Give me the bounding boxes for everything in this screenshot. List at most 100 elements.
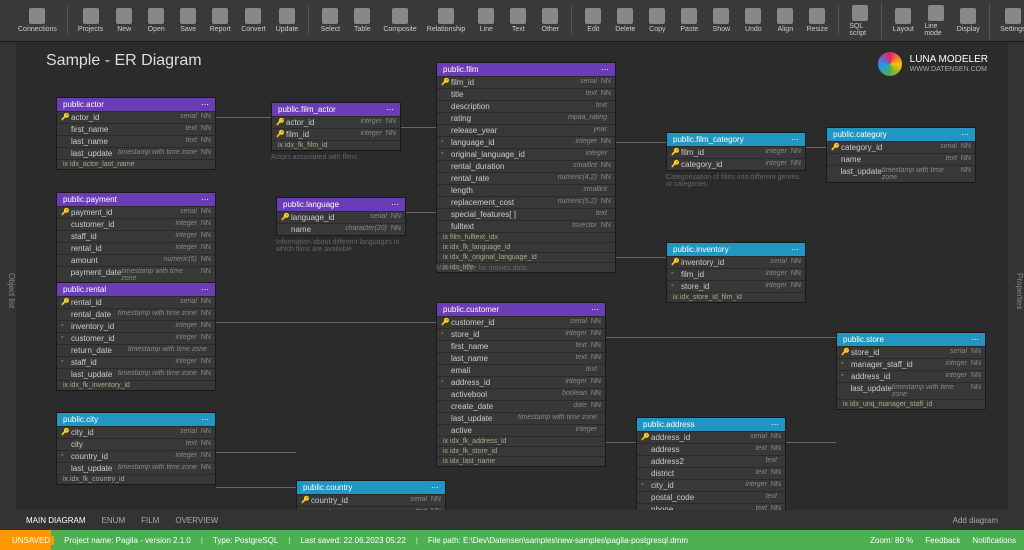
toolbar-update[interactable]: Update bbox=[272, 6, 303, 35]
toolbar-show[interactable]: Show bbox=[706, 6, 736, 35]
entity-film_actor[interactable]: public.film_actor⋯🔑actor_idintegerNN🔑fil… bbox=[271, 102, 401, 151]
toolbar-relationship[interactable]: Relationship bbox=[423, 6, 470, 35]
entity-column[interactable]: ◦original_language_idinteger bbox=[437, 148, 615, 160]
entity-column[interactable]: return_datetimestamp with time zone bbox=[57, 344, 215, 356]
entity-column[interactable]: 🔑rental_idserialNN bbox=[57, 296, 215, 308]
toolbar-select[interactable]: Select bbox=[315, 6, 345, 35]
entity-menu-icon[interactable]: ⋯ bbox=[386, 105, 394, 114]
entity-header[interactable]: public.city⋯ bbox=[57, 413, 215, 426]
entity-column[interactable]: 🔑customer_idserialNN bbox=[437, 316, 605, 328]
entity-column[interactable]: last_updatetimestamp with time zoneNN bbox=[57, 462, 215, 474]
canvas[interactable]: Sample - ER Diagram LUNA MODELER WWW.DAT… bbox=[16, 42, 1008, 510]
entity-column[interactable]: lengthsmallint bbox=[437, 184, 615, 196]
entity-column[interactable]: customer_idintegerNN bbox=[57, 218, 215, 230]
entity-column[interactable]: activeboolbooleanNN bbox=[437, 388, 605, 400]
tab-main-diagram[interactable]: MAIN DIAGRAM bbox=[26, 516, 86, 525]
entity-header[interactable]: public.language⋯ bbox=[277, 198, 405, 211]
entity-column[interactable]: 🔑city_idserialNN bbox=[57, 426, 215, 438]
entity-column[interactable]: last_nametextNN bbox=[437, 352, 605, 364]
add-diagram-button[interactable]: Add diagram bbox=[953, 516, 998, 525]
entity-column[interactable]: 🔑actor_idintegerNN bbox=[272, 116, 400, 128]
entity-index[interactable]: ix film_fulltext_idx bbox=[437, 232, 615, 242]
entity-menu-icon[interactable]: ⋯ bbox=[201, 195, 209, 204]
toolbar-composite[interactable]: Composite bbox=[379, 6, 420, 35]
sidebar-left[interactable]: Object list bbox=[0, 42, 16, 530]
entity-header[interactable]: public.rental⋯ bbox=[57, 283, 215, 296]
entity-column[interactable]: ◦inventory_idintegerNN bbox=[57, 320, 215, 332]
entity-column[interactable]: citytextNN bbox=[57, 438, 215, 450]
entity-column[interactable]: 🔑address_idserialNN bbox=[637, 431, 785, 443]
entity-column[interactable]: staff_idintegerNN bbox=[57, 230, 215, 242]
toolbar-undo[interactable]: Undo bbox=[738, 6, 768, 35]
entity-column[interactable]: activeinteger bbox=[437, 424, 605, 436]
entity-index[interactable]: ix idx_fk_film_id bbox=[272, 140, 400, 150]
entity-store[interactable]: public.store⋯🔑store_idserialNN◦manager_s… bbox=[836, 332, 986, 410]
entity-menu-icon[interactable]: ⋯ bbox=[771, 420, 779, 429]
entity-header[interactable]: public.film_category⋯ bbox=[667, 133, 805, 146]
toolbar-report[interactable]: Report bbox=[205, 6, 235, 35]
toolbar-new[interactable]: New bbox=[109, 6, 139, 35]
entity-header[interactable]: public.address⋯ bbox=[637, 418, 785, 431]
entity-header[interactable]: public.customer⋯ bbox=[437, 303, 605, 316]
toolbar-line-mode[interactable]: Line mode bbox=[920, 3, 951, 39]
entity-column[interactable]: ◦manager_staff_idintegerNN bbox=[837, 358, 985, 370]
entity-index[interactable]: ix idx_last_name bbox=[437, 456, 605, 466]
sidebar-right[interactable]: Properties bbox=[1008, 42, 1024, 530]
entity-column[interactable]: 🔑store_idserialNN bbox=[837, 346, 985, 358]
toolbar-table[interactable]: Table bbox=[347, 6, 377, 35]
entity-country[interactable]: public.country⋯🔑country_idserialNNcountr… bbox=[296, 480, 446, 510]
entity-menu-icon[interactable]: ⋯ bbox=[391, 200, 399, 209]
entity-column[interactable]: last_updatetimestamp with time zoneNN bbox=[57, 147, 215, 159]
entity-column[interactable]: ◦address_idintegerNN bbox=[437, 376, 605, 388]
entity-index[interactable]: ix idx_fk_language_id bbox=[437, 242, 615, 252]
toolbar-paste[interactable]: Paste bbox=[674, 6, 704, 35]
entity-film[interactable]: public.film⋯🔑film_idserialNNtitletextNNd… bbox=[436, 62, 616, 273]
entity-menu-icon[interactable]: ⋯ bbox=[201, 100, 209, 109]
entity-column[interactable]: replacement_costnumeric(5,2)NN bbox=[437, 196, 615, 208]
entity-film_category[interactable]: public.film_category⋯🔑film_idintegerNN🔑c… bbox=[666, 132, 806, 171]
entity-column[interactable]: ◦film_idintegerNN bbox=[667, 268, 805, 280]
entity-column[interactable]: districttextNN bbox=[637, 467, 785, 479]
entity-column[interactable]: last_updatetimestamp with time zoneNN bbox=[837, 382, 985, 399]
entity-column[interactable]: fulltexttsvectorNN bbox=[437, 220, 615, 232]
toolbar-connections[interactable]: Connections bbox=[14, 6, 61, 35]
status-feedback[interactable]: Feedback bbox=[925, 536, 960, 545]
entity-column[interactable]: rental_durationsmallintNN bbox=[437, 160, 615, 172]
entity-column[interactable]: rental_idintegerNN bbox=[57, 242, 215, 254]
entity-rental[interactable]: public.rental⋯🔑rental_idserialNNrental_d… bbox=[56, 282, 216, 391]
entity-menu-icon[interactable]: ⋯ bbox=[791, 245, 799, 254]
toolbar-align[interactable]: Align bbox=[770, 6, 800, 35]
entity-column[interactable]: 🔑actor_idserialNN bbox=[57, 111, 215, 123]
entity-column[interactable]: 🔑inventory_idserialNN bbox=[667, 256, 805, 268]
toolbar-sql-script[interactable]: SQL script bbox=[845, 3, 875, 39]
entity-column[interactable]: nametextNN bbox=[827, 153, 975, 165]
entity-language[interactable]: public.language⋯🔑language_idserialNNname… bbox=[276, 197, 406, 236]
toolbar-line[interactable]: Line bbox=[471, 6, 501, 35]
entity-column[interactable]: emailtext bbox=[437, 364, 605, 376]
entity-column[interactable]: 🔑language_idserialNN bbox=[277, 211, 405, 223]
entity-index[interactable]: ix idx_fk_country_id bbox=[57, 474, 215, 484]
entity-menu-icon[interactable]: ⋯ bbox=[431, 483, 439, 492]
entity-column[interactable]: first_nametextNN bbox=[437, 340, 605, 352]
entity-column[interactable]: namecharacter(20)NN bbox=[277, 223, 405, 235]
toolbar-save[interactable]: Save bbox=[173, 6, 203, 35]
entity-payment[interactable]: public.payment⋯🔑payment_idserialNNcustom… bbox=[56, 192, 216, 284]
toolbar-open[interactable]: Open bbox=[141, 6, 171, 35]
entity-city[interactable]: public.city⋯🔑city_idserialNNcitytextNN◦c… bbox=[56, 412, 216, 485]
entity-address[interactable]: public.address⋯🔑address_idserialNNaddres… bbox=[636, 417, 786, 510]
status-zoom[interactable]: Zoom: 80 % bbox=[870, 536, 913, 545]
entity-inventory[interactable]: public.inventory⋯🔑inventory_idserialNN◦f… bbox=[666, 242, 806, 303]
entity-index[interactable]: ix idx_store_id_film_id bbox=[667, 292, 805, 302]
entity-column[interactable]: address2text bbox=[637, 455, 785, 467]
toolbar-other[interactable]: Other bbox=[535, 6, 565, 35]
entity-column[interactable]: 🔑payment_idserialNN bbox=[57, 206, 215, 218]
entity-index[interactable]: ix idx_unq_manager_staff_id bbox=[837, 399, 985, 409]
entity-header[interactable]: public.payment⋯ bbox=[57, 193, 215, 206]
entity-header[interactable]: public.film_actor⋯ bbox=[272, 103, 400, 116]
entity-column[interactable]: special_features[ ]text bbox=[437, 208, 615, 220]
tab-enum[interactable]: ENUM bbox=[102, 516, 126, 525]
status-notifications[interactable]: Notifications bbox=[972, 536, 1016, 545]
toolbar-edit[interactable]: Edit bbox=[578, 6, 608, 35]
toolbar-delete[interactable]: Delete bbox=[610, 6, 640, 35]
entity-column[interactable]: 🔑film_idintegerNN bbox=[272, 128, 400, 140]
